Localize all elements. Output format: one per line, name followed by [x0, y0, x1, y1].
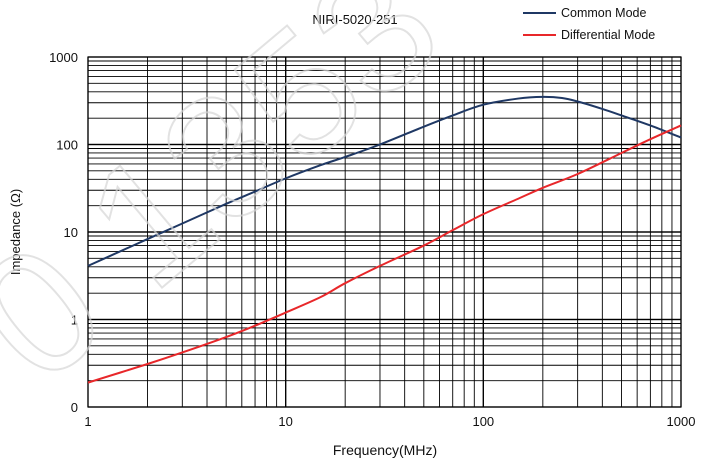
- legend-label-common-mode: Common Mode: [561, 6, 646, 20]
- grid-layer: [87, 56, 682, 408]
- x-axis-label: Frequency(MHz): [333, 442, 437, 458]
- y-tick-label: 1: [71, 313, 78, 328]
- legend: Common Mode Differential Mode: [523, 6, 655, 42]
- series-line-common-mode: [87, 95, 682, 267]
- y-tick-label: 10: [64, 225, 78, 240]
- series-line-differential-mode: [87, 124, 682, 384]
- y-axis-label: Impedance (Ω): [8, 189, 23, 275]
- y-tick-label: 1000: [49, 50, 78, 65]
- y-tick-label: 0: [71, 400, 78, 415]
- x-tick-label: 100: [472, 414, 494, 429]
- series-layer: [87, 95, 682, 384]
- x-tick-label: 10: [278, 414, 292, 429]
- legend-label-differential-mode: Differential Mode: [561, 28, 655, 42]
- x-tick-label: 1: [84, 414, 91, 429]
- x-tick-label: 1000: [667, 414, 696, 429]
- y-tick-label: 100: [56, 138, 78, 153]
- plot-frame: [87, 56, 682, 408]
- chart-title: NIRI-5020-251: [312, 12, 397, 27]
